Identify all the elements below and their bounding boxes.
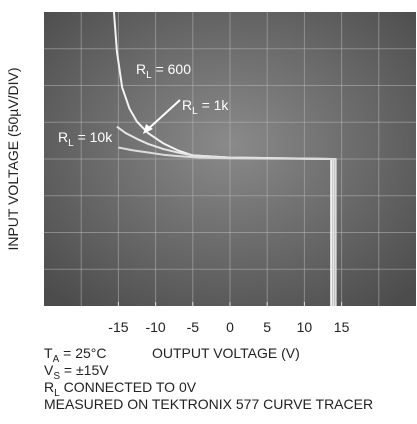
- x-tick-label: 5: [263, 319, 271, 335]
- note-part: T: [44, 345, 53, 361]
- trace-label-part: = 1k: [198, 97, 230, 113]
- note: TA = 25°C: [44, 345, 106, 365]
- note-part: S: [53, 371, 60, 382]
- note-part: L: [54, 388, 60, 399]
- x-tick-label: -10: [145, 319, 165, 335]
- x-tick-label: 10: [297, 319, 313, 335]
- trace-label-part: = 10k: [74, 129, 114, 145]
- trace-label: RL = 1k: [182, 97, 229, 117]
- note-part: = ±15V: [60, 362, 109, 378]
- traces: [112, 11, 337, 306]
- x-tick-label: -5: [187, 319, 200, 335]
- note-part: CONNECTED TO 0V: [60, 379, 197, 395]
- x-tick-label: 15: [334, 319, 350, 335]
- x-tick-label: 0: [226, 319, 234, 335]
- note-part: A: [53, 354, 60, 365]
- trace: [118, 146, 337, 306]
- trace-label-part: = 600: [152, 61, 192, 77]
- x-axis-label: OUTPUT VOLTAGE (V): [152, 345, 300, 361]
- trace-label: RL = 10k: [58, 129, 113, 149]
- trace-label-part: R: [136, 61, 146, 77]
- arrow: [146, 99, 181, 131]
- trace-label-part: R: [58, 129, 68, 145]
- trace-label: RL = 600: [136, 61, 191, 81]
- trace-label-part: L: [192, 106, 198, 117]
- note: RL CONNECTED TO 0V: [44, 379, 197, 399]
- arrow-head: [143, 124, 153, 134]
- note: VS = ±15V: [44, 362, 109, 382]
- note-part: R: [44, 379, 54, 395]
- x-tick-label: -15: [108, 319, 128, 335]
- trace-label-part: R: [182, 97, 192, 113]
- note-part: = 25°C: [59, 345, 106, 361]
- grid: [44, 12, 416, 306]
- note-part: MEASURED ON TEKTRONIX 577 CURVE TRACER: [44, 396, 373, 412]
- trace-label-part: L: [68, 138, 74, 149]
- y-axis-label: INPUT VOLTAGE (50µV/DIV): [5, 67, 21, 250]
- note-part: V: [44, 362, 54, 378]
- trace-label-part: L: [146, 70, 152, 81]
- note: MEASURED ON TEKTRONIX 577 CURVE TRACER: [44, 396, 373, 412]
